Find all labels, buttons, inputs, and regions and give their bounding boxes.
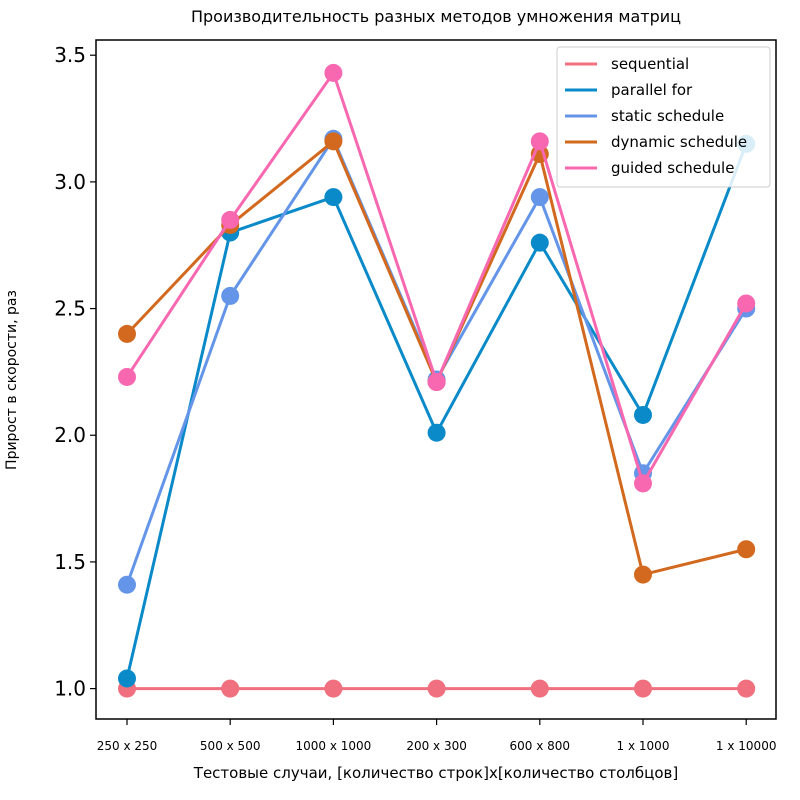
x-axis-label: Тестовые случаи, [количество строк]x[кол… — [193, 764, 678, 782]
y-tick-label: 1.0 — [54, 677, 86, 701]
legend-box — [556, 46, 771, 188]
chart-title: Производительность разных методов умноже… — [191, 7, 681, 26]
x-tick-label: 200 x 300 — [406, 739, 467, 753]
x-tick-label: 1 x 1000 — [617, 739, 670, 753]
data-point — [427, 423, 446, 442]
series-dynamic-schedule — [118, 132, 756, 584]
data-point — [530, 132, 549, 151]
y-tick-label: 2.0 — [54, 423, 86, 447]
data-point — [634, 565, 652, 584]
series-line — [125, 143, 748, 679]
series-sequential — [118, 679, 756, 698]
data-point — [427, 679, 446, 698]
plot-area: 1.0 1.5 2.0 2.5 3.0 3.5 250 x 250 500 x 500 1000… — [54, 39, 777, 753]
data-point — [118, 575, 136, 594]
legend-entry: static schedule — [611, 107, 724, 125]
data-point — [324, 188, 343, 207]
x-tick-label: 1 x 10000 — [716, 739, 777, 753]
data-point — [737, 679, 756, 698]
series-parallel-for — [118, 134, 756, 688]
series-static-schedule — [118, 129, 756, 594]
legend-entry: parallel for — [611, 81, 693, 99]
data-point — [118, 367, 136, 386]
data-point — [221, 210, 240, 229]
data-point — [118, 324, 136, 343]
y-tick-label: 1.5 — [54, 550, 86, 574]
data-point — [427, 373, 446, 392]
y-tick-label: 3.5 — [54, 43, 86, 67]
data-point — [221, 286, 240, 305]
data-point — [324, 679, 343, 698]
data-point — [530, 233, 549, 252]
data-point — [118, 669, 136, 688]
data-point — [634, 679, 652, 698]
data-point — [530, 679, 549, 698]
data-point — [634, 405, 652, 424]
data-point — [737, 540, 756, 559]
series-line — [125, 139, 747, 577]
series-guided-schedule — [118, 63, 756, 493]
data-point — [324, 63, 343, 82]
x-tick-label: 250 x 250 — [97, 739, 158, 753]
y-tick-label: 2.5 — [54, 297, 86, 321]
legend: sequential parallel for static schedule dyn… — [556, 46, 771, 188]
legend-entry: guided schedule — [611, 159, 734, 177]
data-point — [324, 132, 343, 151]
data-point — [737, 294, 756, 313]
legend-entry: dynamic schedule — [611, 133, 747, 151]
legend-entry: sequential — [611, 55, 689, 73]
x-tick-label: 500 x 500 — [200, 739, 261, 753]
data-point — [634, 474, 652, 493]
data-point — [530, 188, 549, 207]
x-tick-label: 1000 x 1000 — [295, 739, 371, 753]
x-tick-label: 600 x 800 — [510, 739, 571, 753]
data-point — [221, 679, 240, 698]
y-tick-label: 3.0 — [54, 170, 86, 194]
series-line — [125, 137, 748, 586]
y-axis-label: Прирост в скорости, раз — [4, 290, 20, 470]
